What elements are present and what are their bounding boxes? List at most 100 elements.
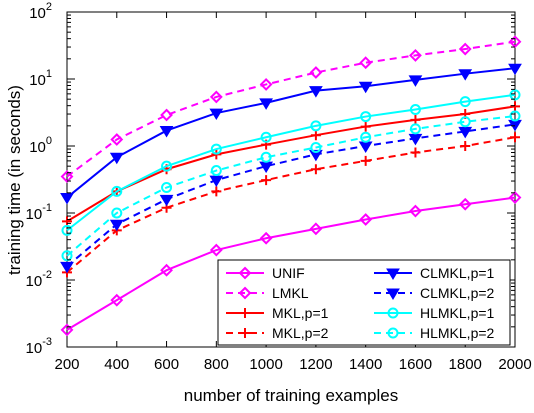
marker-circle [459, 96, 471, 108]
marker-diamond [259, 78, 273, 91]
marker-triangle-down [408, 75, 423, 87]
marker-plus [360, 121, 371, 132]
y-tick-label: 10-2 [26, 269, 52, 290]
marker-diamond [209, 243, 223, 257]
marker-circle [260, 151, 272, 163]
y-tick-label: 10-3 [26, 336, 52, 357]
legend-label: UNIF [272, 265, 305, 281]
y-tick-exponent: 1 [46, 68, 52, 80]
marker-triangle-down [358, 81, 373, 94]
marker-diamond [209, 90, 223, 104]
marker-circle [387, 307, 399, 319]
marker-triangle-down [60, 193, 74, 205]
y-tick-exponent: 0 [46, 135, 52, 147]
marker-diamond [110, 293, 124, 307]
y-tick-label: 100 [29, 135, 52, 156]
marker-diamond [309, 66, 323, 79]
marker-diamond [259, 231, 273, 245]
marker-circle [360, 111, 372, 123]
series-line [66, 67, 516, 199]
marker-diamond [160, 263, 173, 277]
marker-plus [240, 328, 250, 338]
marker-circle [310, 120, 322, 132]
series-unif [60, 191, 522, 337]
marker-plus [510, 132, 520, 143]
marker-circle [210, 165, 222, 177]
x-tick-label: 400 [104, 356, 129, 373]
marker-triangle-down [386, 288, 400, 300]
marker-diamond [60, 170, 74, 183]
marker-circle [360, 131, 372, 143]
marker-diamond [359, 213, 373, 226]
x-axis-ticks: 200 400 600 800 1000 1200 1400 1600 1800 2000 [54, 12, 532, 373]
marker-circle [260, 131, 272, 143]
x-tick-label: 1600 [399, 356, 432, 373]
legend-label: LMKL [272, 285, 309, 301]
marker-triangle-down [109, 152, 124, 165]
legend-entries: UNIF LMKL MKL,p=1 MKL,p=2 CLMKL,p=1 CLMKL,p=2… [226, 265, 495, 341]
y-axis-label: training time (in seconds) [5, 85, 24, 275]
x-tick-label: 1400 [349, 356, 382, 373]
legend-label: CLMKL,p=2 [420, 285, 495, 301]
marker-triangle-down [458, 69, 473, 81]
marker-plus [240, 308, 250, 318]
marker-circle [409, 123, 421, 135]
marker-triangle-down [60, 261, 74, 274]
marker-triangle-down [209, 175, 224, 188]
marker-plus [261, 175, 272, 186]
marker-plus [211, 186, 222, 197]
marker-triangle-down [159, 126, 174, 138]
marker-diamond [160, 108, 173, 122]
marker-diamond [458, 197, 472, 211]
marker-triangle-down [309, 86, 323, 98]
marker-diamond [309, 222, 323, 236]
y-tick-exponent: -1 [42, 202, 52, 214]
legend-label: HLMKL,p=1 [420, 305, 495, 321]
marker-diamond [60, 323, 74, 337]
legend-label: MKL,p=2 [272, 325, 329, 341]
legend-entry: CLMKL,p=2 [374, 285, 495, 301]
marker-triangle-down [109, 219, 124, 232]
marker-triangle-down [159, 194, 174, 207]
marker-plus [62, 216, 72, 227]
legend-label: MKL,p=1 [272, 305, 329, 321]
marker-plus [460, 141, 471, 151]
x-tick-label: 800 [204, 356, 229, 373]
series-line [66, 136, 516, 274]
y-tick-label: 101 [29, 68, 52, 89]
legend-box [217, 259, 511, 346]
marker-triangle-down [386, 268, 400, 280]
series-layer [60, 35, 522, 337]
x-tick-label: 1800 [449, 356, 482, 373]
y-tick-label: 10-1 [26, 202, 52, 223]
marker-circle [387, 327, 399, 339]
x-tick-label: 200 [54, 356, 79, 373]
marker-diamond [238, 286, 252, 300]
marker-plus [410, 114, 421, 125]
marker-diamond [110, 133, 124, 146]
y-tick-exponent: -3 [42, 336, 52, 348]
series-lmkl [60, 35, 522, 183]
marker-circle [409, 104, 421, 116]
y-tick-exponent: -2 [42, 269, 52, 281]
marker-triangle-down [209, 108, 224, 121]
legend-entry: CLMKL,p=1 [374, 265, 495, 281]
series-clmkl-p-2 [60, 119, 522, 274]
x-tick-label: 1200 [299, 356, 332, 373]
legend-entry: HLMKL,p=1 [374, 305, 495, 321]
marker-triangle-down [309, 149, 323, 162]
legend-label: HLMKL,p=2 [420, 325, 495, 341]
marker-circle [111, 207, 123, 219]
series-line [66, 196, 516, 331]
marker-triangle-down [508, 63, 522, 76]
marker-diamond [359, 56, 373, 70]
series-clmkl-p-1 [60, 63, 522, 205]
marker-diamond [238, 266, 252, 280]
legend-entry: MKL,p=2 [226, 325, 329, 341]
x-tick-label: 2000 [498, 356, 531, 373]
marker-circle [509, 110, 521, 122]
x-axis-label: number of training examples [184, 386, 399, 405]
marker-circle [161, 182, 173, 194]
